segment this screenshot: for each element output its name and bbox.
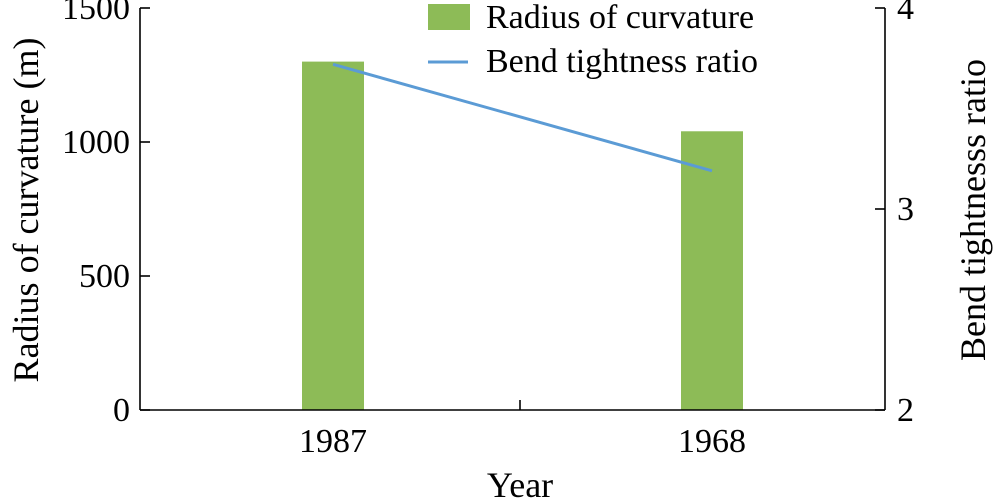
series-line-bend-tightness <box>332 62 713 173</box>
lines-group <box>332 62 713 173</box>
x-ticks-group: 1987 1968 <box>299 423 746 460</box>
x-axis-title: Year <box>487 465 553 501</box>
y-tick-label: 1000 <box>62 124 130 161</box>
y-axis-title: Radius of curvature (m) <box>6 38 46 383</box>
x-tick-label: 1968 <box>678 423 746 460</box>
bar-1987 <box>302 61 364 410</box>
y-tick-label: 0 <box>113 392 130 429</box>
bars-group <box>302 61 743 410</box>
legend: Radius of curvature Bend tightness ratio <box>428 0 758 80</box>
bar-1968 <box>681 131 743 410</box>
y2-tick-label: 2 <box>897 392 914 429</box>
y2-axis-title: Bend tightnesss ratio <box>953 59 993 361</box>
y-ticks-group: 0 500 1000 1500 <box>62 0 150 429</box>
x-tick-label: 1987 <box>299 423 367 460</box>
y2-tick-label: 4 <box>897 0 914 27</box>
y-tick-label: 1500 <box>62 0 130 27</box>
legend-label-radius: Radius of curvature <box>486 0 754 36</box>
y2-tick-label: 3 <box>897 191 914 228</box>
y-tick-label: 500 <box>79 258 130 295</box>
legend-label-bend: Bend tightness ratio <box>486 43 758 80</box>
legend-bar-swatch <box>428 4 470 30</box>
y2-ticks-group: 2 3 4 <box>875 0 914 429</box>
